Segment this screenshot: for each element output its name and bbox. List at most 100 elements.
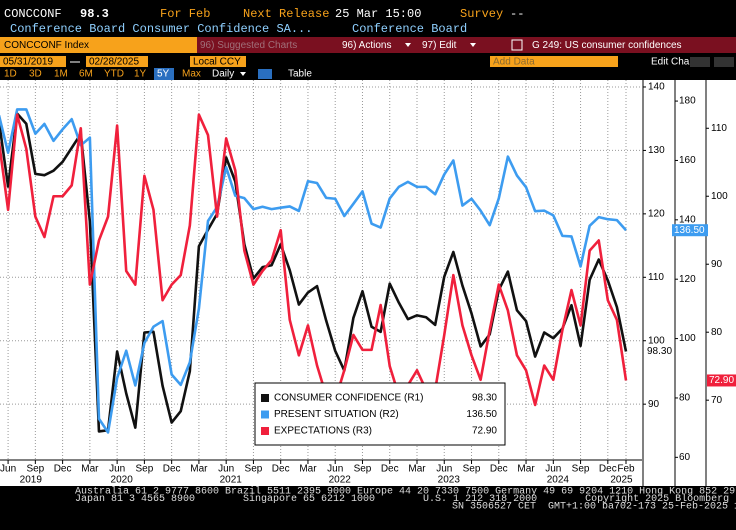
table-button[interactable]: Table	[288, 69, 312, 80]
range-button[interactable]: 1M	[54, 69, 68, 80]
x-tick-label: Dec	[54, 464, 72, 475]
legend-label: PRESENT SITUATION (R2)	[274, 409, 399, 420]
start-date: 05/31/2019	[3, 57, 53, 68]
year-label: 2021	[220, 475, 243, 486]
legend-value: 72.90	[472, 426, 497, 437]
last-value: 98.3	[80, 7, 109, 21]
y-tick-label: 80	[679, 393, 691, 404]
x-tick-label: Mar	[81, 464, 99, 475]
footer-line: Australia 61 2 9777 8600 Brazil 5511 239…	[75, 486, 736, 498]
year-label: 2023	[438, 475, 461, 486]
security: CONCCONF Index	[4, 40, 89, 51]
actions-menu[interactable]: 96) Actions	[342, 40, 391, 51]
y-tick-label: 90	[711, 259, 723, 270]
x-tick-label: Dec	[490, 464, 508, 475]
x-tick-label: Sep	[26, 464, 44, 475]
y-tick-label: 90	[648, 399, 660, 410]
y-tick-label: 120	[648, 208, 665, 219]
chart-type-icon[interactable]	[258, 69, 272, 79]
x-tick-label: Jun	[545, 464, 561, 475]
x-tick-label: Mar	[517, 464, 535, 475]
range-button[interactable]: 3D	[29, 69, 42, 80]
x-tick-label: Jun	[109, 464, 125, 475]
footer: Australia 61 2 9777 8600 Brazil 5511 239…	[75, 486, 736, 513]
last-value-tag	[707, 374, 736, 387]
currency-field[interactable]	[190, 56, 246, 67]
y-tick-label: 160	[679, 155, 696, 166]
popout-icon[interactable]	[511, 39, 523, 51]
legend-swatch	[261, 394, 269, 402]
range-button[interactable]: 1Y	[134, 69, 147, 80]
range-button[interactable]: Max	[182, 69, 201, 80]
y-tick-label: 180	[679, 96, 696, 107]
x-tick-label: Sep	[354, 464, 372, 475]
x-tick-label: Mar	[408, 464, 426, 475]
y-tick-label: 120	[679, 274, 696, 285]
edit-chart[interactable]: Edit Chart	[651, 57, 696, 68]
y-tick-label: 100	[679, 333, 696, 344]
range-buttons: 1D 3D 1M 6M YTD 1Y 5Y Max	[4, 68, 201, 80]
series-line	[0, 108, 627, 434]
period: For Feb	[160, 7, 210, 21]
last-value-label: 72.90	[709, 375, 734, 386]
chart-title: G 249: US consumer confidences	[532, 40, 682, 51]
survey-label: Survey	[460, 7, 503, 21]
year-label: 2025	[610, 475, 633, 486]
undo-button[interactable]	[690, 57, 710, 67]
legend-swatch	[261, 427, 269, 435]
y-tick-label: 110	[711, 123, 727, 134]
y-tick-label: 130	[648, 145, 665, 156]
x-tick-label: Sep	[463, 464, 481, 475]
y-tick-label: 80	[711, 327, 723, 338]
last-value-label: 136.50	[674, 225, 705, 236]
security-field[interactable]	[0, 37, 197, 53]
end-date: 02/28/2025	[89, 57, 139, 68]
legend-value: 136.50	[466, 409, 497, 420]
source: Conference Board	[352, 22, 467, 36]
dropdown-arrow	[470, 43, 476, 47]
x-tick-label: Sep	[572, 464, 590, 475]
year-label: 2019	[20, 475, 43, 486]
legend-label: EXPECTATIONS (R3)	[274, 426, 372, 437]
menu-bar	[197, 37, 736, 53]
x-tick-label: Jun	[0, 464, 16, 475]
x-tick-label: Jun	[218, 464, 234, 475]
description: Conference Board Consumer Confidence SA.…	[10, 22, 312, 36]
legend	[254, 382, 506, 446]
range-button[interactable]: 5Y	[157, 69, 170, 80]
y-tick-label: 70	[711, 395, 723, 406]
dropdown-arrow	[405, 43, 411, 47]
next-release-date: 25 Mar 15:00	[335, 7, 421, 21]
survey-value: --	[510, 7, 524, 21]
next-release-label: Next Release	[243, 7, 329, 21]
dropdown-arrow	[240, 72, 246, 76]
add-data-field[interactable]	[490, 56, 618, 67]
legend-value: 98.30	[472, 393, 497, 404]
chart: 90 100 110 120 130 140 60 80 100 120 140 160 180 70 80…	[0, 80, 736, 486]
suggested-charts[interactable]: 96) Suggested Charts	[200, 40, 297, 51]
x-tick-label: Feb	[617, 464, 635, 475]
frequency[interactable]: Daily	[212, 69, 234, 80]
redo-button[interactable]	[714, 57, 734, 67]
last-value-tag	[645, 345, 673, 358]
active-range	[154, 68, 174, 80]
x-tick-label: Dec	[272, 464, 290, 475]
x-tick-label: Dec	[163, 464, 181, 475]
y-tick-label: 100	[711, 191, 728, 202]
range-button[interactable]: 6M	[79, 69, 93, 80]
legend-swatch	[261, 410, 269, 419]
end-date-field[interactable]	[86, 56, 148, 67]
series-line	[0, 112, 628, 433]
range-button[interactable]: 1D	[4, 69, 17, 80]
series-line	[0, 113, 628, 407]
ticker: CONCCONF	[4, 7, 62, 21]
currency: Local CCY	[193, 57, 241, 68]
x-tick-label: Dec	[381, 464, 399, 475]
range-button[interactable]: YTD	[104, 69, 124, 80]
start-date-field[interactable]	[0, 56, 66, 67]
year-label: 2022	[329, 475, 352, 486]
footer-line: Japan 81 3 4565 8900 Singapore 65 6212 1…	[75, 493, 736, 505]
edit-menu[interactable]: 97) Edit	[422, 40, 457, 51]
x-tick-label: Mar	[190, 464, 208, 475]
